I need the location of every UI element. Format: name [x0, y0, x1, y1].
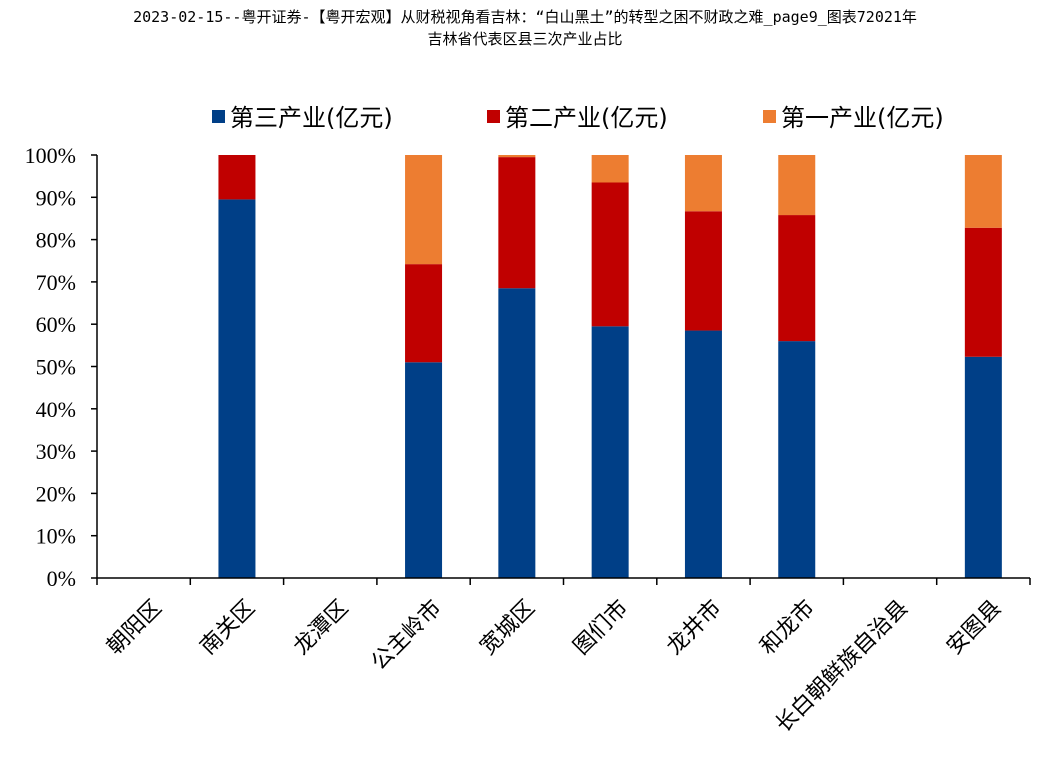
x-tick-label: 龙井市: [662, 595, 726, 659]
y-tick-label: 70%: [36, 270, 76, 295]
bars: [218, 155, 1002, 579]
bar-segment-2: [591, 182, 629, 327]
bar-segment-2: [498, 157, 536, 289]
bar-segment-3: [591, 155, 629, 183]
y-tick-label: 20%: [36, 481, 76, 506]
legend-label-1: 第三产业(亿元): [230, 104, 393, 132]
y-tick-label: 10%: [36, 524, 76, 549]
bar-segment-3: [405, 155, 443, 265]
bar-segment-1: [684, 330, 722, 578]
bar-segment-1: [964, 356, 1002, 578]
bar-segment-1: [498, 288, 536, 578]
x-tick-label: 安图县: [942, 595, 1006, 659]
bar-segment-1: [591, 326, 629, 578]
x-tick-label: 宽城区: [476, 595, 540, 659]
y-tick-label: 40%: [36, 397, 76, 422]
y-tick-label: 60%: [36, 312, 76, 337]
bar-segment-1: [405, 362, 443, 578]
x-tick-label: 公主岭市: [367, 595, 447, 675]
bar-segment-1: [778, 341, 816, 578]
legend-swatch-1: [212, 110, 225, 123]
bar-segment-2: [684, 211, 722, 331]
chart-title-line1: 2023-02-15--粤开证券-【粤开宏观】从财税视角看吉林：“白山黑土”的转…: [133, 8, 917, 26]
x-tick-label: 和龙市: [756, 595, 820, 659]
bar-segment-1: [218, 199, 256, 579]
bar-segment-2: [405, 264, 443, 363]
bar-segment-3: [778, 155, 816, 216]
bar-segment-3: [964, 155, 1002, 228]
y-tick-label: 0%: [47, 566, 76, 591]
chart-title: 2023-02-15--粤开证券-【粤开宏观】从财税视角看吉林：“白山黑土”的转…: [0, 6, 1050, 50]
bar-segment-2: [964, 227, 1002, 357]
y-axis: 0% 10% 20% 30% 40% 50% 60% 70% 80% 90% 100%: [25, 143, 98, 591]
bar-segment-2: [218, 155, 256, 200]
x-tick-label: 南关区: [196, 595, 260, 659]
legend-swatch-2: [487, 110, 500, 123]
y-tick-label: 30%: [36, 439, 76, 464]
bar-segment-3: [684, 155, 722, 212]
legend-label-2: 第二产业(亿元): [505, 104, 668, 132]
y-tick-label: 90%: [36, 185, 76, 210]
x-tick-label: 龙潭区: [289, 595, 353, 659]
legend-label-3: 第一产业(亿元): [781, 104, 944, 132]
y-tick-label: 100%: [25, 143, 76, 168]
y-tick-label: 50%: [36, 355, 76, 380]
legend-swatch-3: [763, 110, 776, 123]
chart-title-line2: 吉林省代表区县三次产业占比: [427, 30, 623, 48]
x-tick-label: 图们市: [569, 595, 633, 659]
y-tick-label: 80%: [36, 228, 76, 253]
x-tick-label: 朝阳区: [102, 595, 166, 659]
legend: 第三产业(亿元) 第二产业(亿元) 第一产业(亿元): [212, 104, 944, 132]
bar-segment-3: [498, 155, 536, 158]
bar-segment-2: [778, 215, 816, 342]
